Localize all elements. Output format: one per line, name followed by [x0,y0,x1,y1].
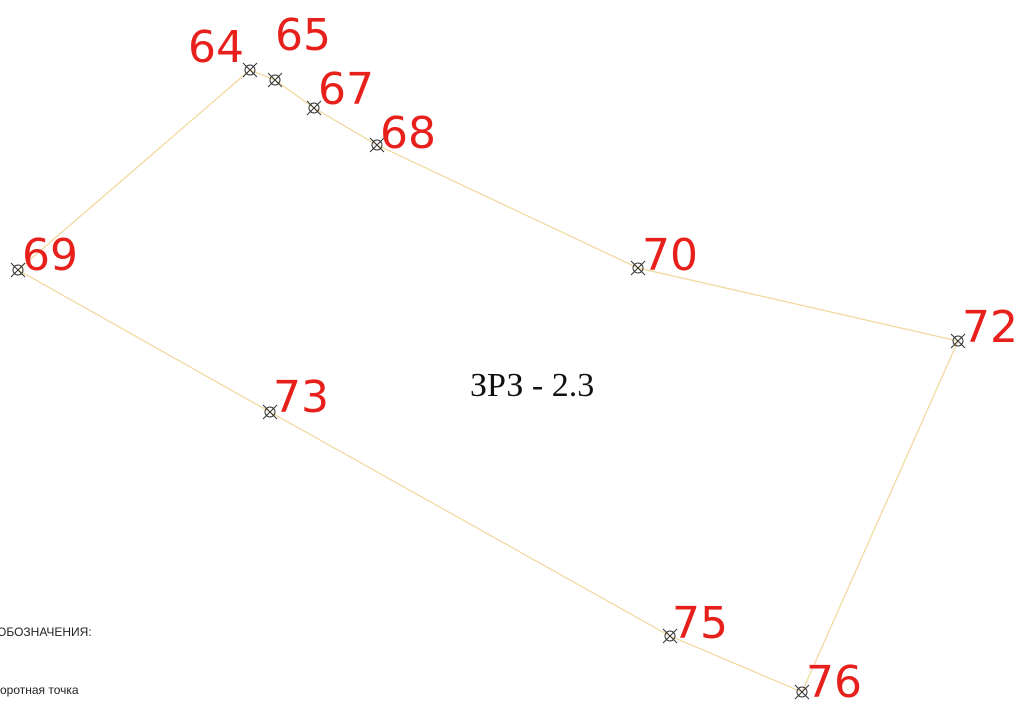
zone-label: ЗРЗ - 2.3 [470,367,594,404]
point-marker [796,686,808,698]
legend-item: оротная точка [0,683,79,697]
point-label: 69 [22,230,78,281]
point-label: 75 [672,598,728,649]
point-cross [794,684,810,700]
point-cross [10,262,26,278]
point-marker [12,264,24,276]
point-label: 65 [275,10,331,61]
point-label: 73 [273,372,329,423]
point-marker [269,74,281,86]
point-marker [664,630,676,642]
point-marker [308,102,320,114]
point-label: 67 [318,64,374,115]
point-label: 64 [188,22,244,73]
point-label: 70 [642,230,698,281]
point-cross [242,62,258,78]
point-cross [662,628,678,644]
point-marker [952,335,964,347]
point-cross [262,404,278,420]
point-label: 76 [806,657,862,708]
point-label: 72 [962,302,1018,353]
point-cross [267,72,283,88]
point-marker [632,262,644,274]
legend-title: ОБОЗНАЧЕНИЯ: [0,625,92,639]
point-cross [369,137,385,153]
point-marker [244,64,256,76]
point-cross [950,333,966,349]
point-cross [630,260,646,276]
point-marker [264,406,276,418]
point-label: 68 [380,108,436,159]
point-cross [306,100,322,116]
point-marker [371,139,383,151]
